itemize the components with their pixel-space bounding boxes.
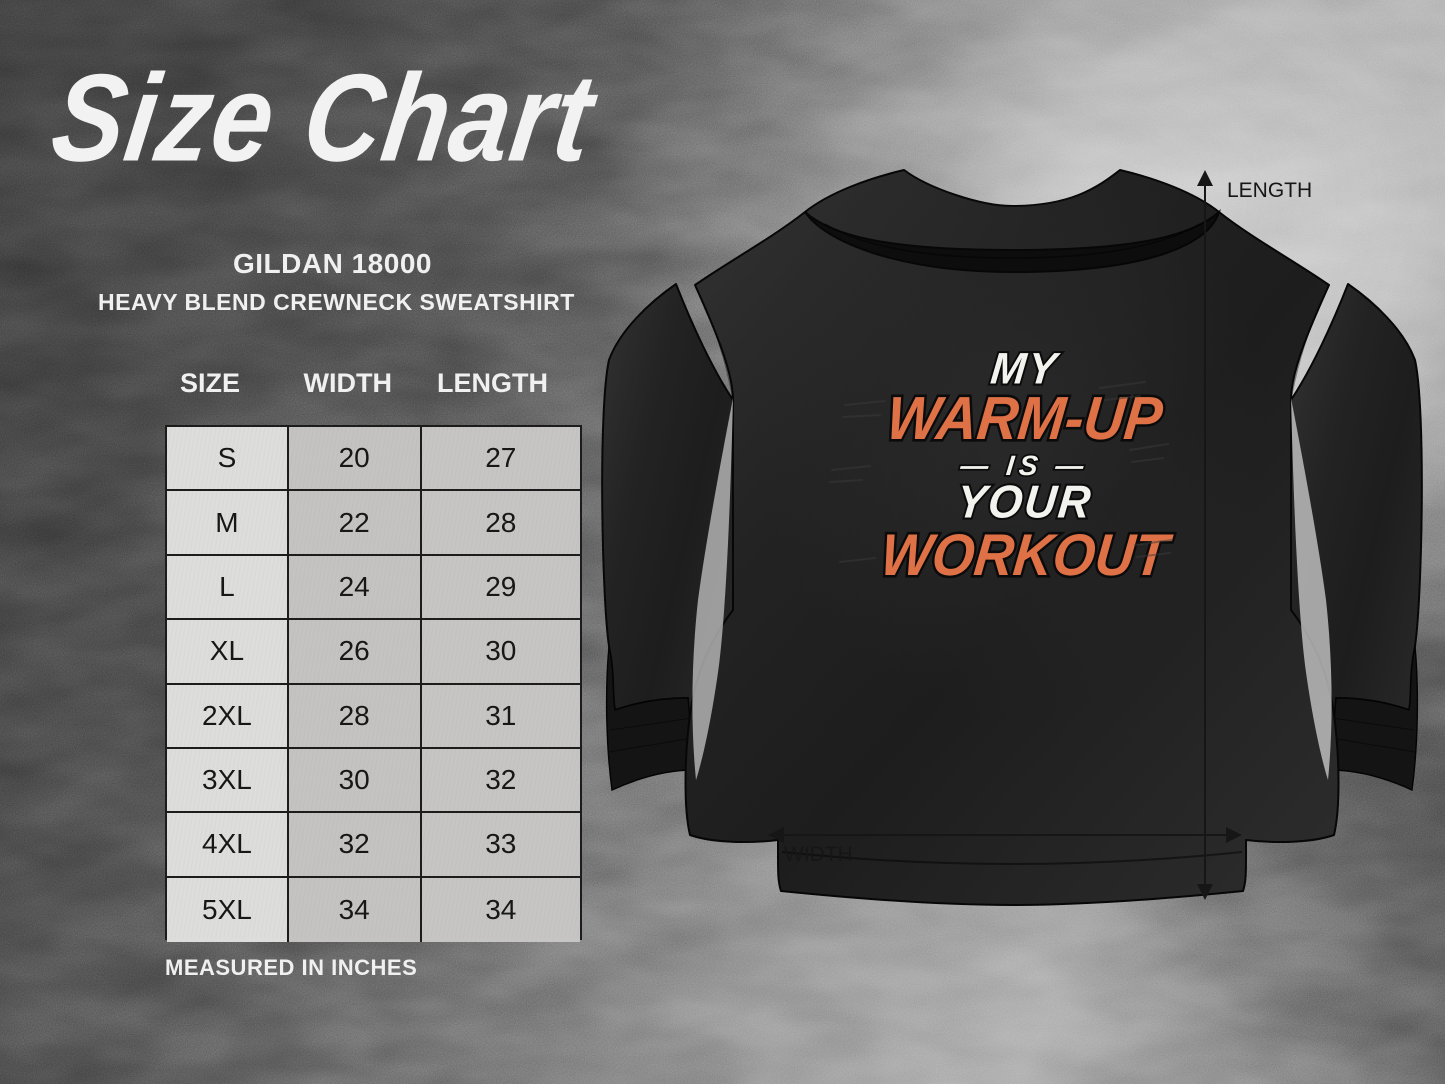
svg-text:WIDTH: WIDTH xyxy=(784,843,853,866)
svg-text:LENGTH: LENGTH xyxy=(1227,179,1312,202)
